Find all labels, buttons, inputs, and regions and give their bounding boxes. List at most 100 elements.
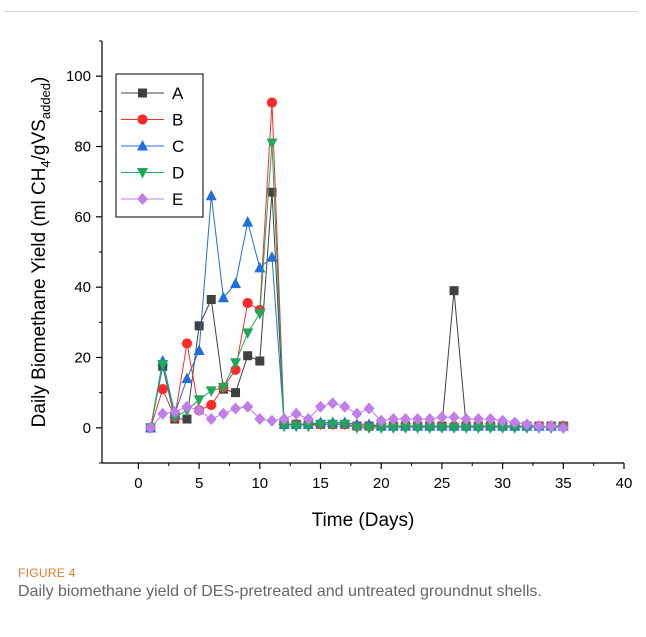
- x-tick-label: 5: [195, 475, 203, 492]
- marker-diamond: [509, 416, 521, 429]
- marker-diamond: [484, 413, 496, 426]
- figure-caption: Daily biomethane yield of DES-pretreated…: [18, 583, 542, 600]
- marker-square: [243, 351, 253, 361]
- legend-item-B: B: [121, 111, 183, 130]
- marker-triangle-down: [302, 421, 314, 433]
- marker-diamond: [545, 420, 557, 433]
- marker-diamond: [217, 407, 229, 420]
- marker-triangle-down: [278, 421, 290, 433]
- y-axis-title-part: ): [29, 77, 50, 83]
- marker-triangle-down: [424, 423, 436, 434]
- figure-label: FIGURE 4: [18, 566, 76, 580]
- marker-square: [206, 294, 216, 304]
- y-tick-label: 40: [74, 279, 91, 296]
- marker-triangle-up: [217, 291, 229, 303]
- marker-diamond: [169, 406, 181, 419]
- marker-triangle-down: [266, 138, 278, 149]
- marker-triangle-down: [460, 423, 472, 434]
- marker-diamond: [363, 402, 375, 415]
- marker-diamond: [436, 411, 448, 424]
- y-tick-label: 0: [83, 420, 91, 437]
- marker-diamond: [315, 400, 327, 413]
- marker-triangle-up: [193, 344, 205, 355]
- marker-diamond: [497, 414, 509, 427]
- marker-diamond: [181, 400, 193, 413]
- marker-diamond: [557, 421, 569, 434]
- y-tick-label: 100: [66, 68, 91, 85]
- marker-diamond: [290, 407, 302, 420]
- y-tick-label: 60: [74, 209, 91, 226]
- series-C: [145, 189, 569, 433]
- legend-item-E: E: [121, 190, 183, 209]
- marker-square: [182, 414, 192, 424]
- legend-label: B: [172, 111, 183, 130]
- marker-diamond: [266, 414, 278, 427]
- marker-triangle-up: [266, 251, 278, 262]
- marker-triangle-down: [205, 386, 217, 397]
- marker-square: [449, 286, 459, 296]
- marker-triangle-up: [205, 189, 217, 201]
- x-tick-label: 10: [251, 475, 268, 492]
- y-axis-title-part: /gVS: [29, 119, 50, 160]
- marker-triangle-down: [497, 423, 509, 434]
- marker-diamond: [254, 413, 266, 426]
- marker-diamond: [157, 407, 169, 420]
- marker-diamond: [205, 413, 217, 426]
- marker-triangle-down: [351, 423, 363, 434]
- marker-diamond: [193, 404, 205, 417]
- series-B: [145, 97, 569, 433]
- marker-triangle-down: [399, 423, 411, 434]
- marker-triangle-down: [448, 423, 460, 434]
- marker-triangle-up: [181, 372, 193, 384]
- marker-diamond: [424, 413, 436, 426]
- marker-triangle-down: [472, 423, 484, 434]
- marker-circle: [206, 399, 217, 411]
- marker-diamond: [521, 418, 533, 431]
- series-E: [145, 397, 569, 434]
- marker-diamond: [230, 402, 242, 415]
- marker-diamond: [278, 413, 290, 426]
- series-D: [145, 138, 569, 434]
- marker-triangle-down: [484, 423, 496, 434]
- marker-diamond: [302, 413, 314, 426]
- marker-diamond: [351, 407, 363, 420]
- y-axis-title: Daily Biomethane Yield (ml CH4/gVSadded): [29, 77, 53, 428]
- marker-circle: [157, 384, 168, 395]
- legend-label: D: [172, 164, 184, 183]
- marker-triangle-down: [137, 168, 148, 179]
- series-line: [150, 142, 564, 429]
- y-axis-title-subscript: added: [38, 83, 53, 119]
- marker-triangle-down: [387, 423, 399, 434]
- figure-frame: [4, 11, 638, 629]
- marker-circle: [266, 97, 278, 108]
- marker-diamond: [533, 420, 545, 433]
- marker-square: [255, 356, 265, 366]
- y-axis-title-part: Daily Biomethane Yield (ml CH: [29, 168, 50, 428]
- marker-circle: [137, 114, 148, 125]
- marker-triangle-down: [290, 421, 302, 433]
- marker-diamond: [460, 413, 472, 426]
- marker-triangle-down: [315, 419, 327, 431]
- marker-triangle-up: [242, 216, 254, 227]
- marker-triangle-up: [137, 140, 148, 151]
- y-tick-label: 20: [74, 350, 91, 367]
- marker-square: [138, 88, 147, 98]
- marker-square: [194, 321, 204, 331]
- x-axis-title: Time (Days): [312, 510, 415, 531]
- marker-diamond: [448, 411, 460, 424]
- x-tick-label: 40: [616, 475, 633, 492]
- series-layer: [145, 97, 569, 434]
- legend-item-A: A: [121, 84, 184, 103]
- marker-triangle-down: [363, 423, 375, 434]
- marker-triangle-down: [412, 423, 424, 434]
- marker-diamond: [137, 193, 148, 205]
- marker-square: [231, 388, 241, 398]
- marker-diamond: [399, 413, 411, 426]
- series-line: [150, 102, 564, 428]
- marker-triangle-down: [230, 358, 242, 369]
- marker-triangle-down: [217, 382, 229, 394]
- marker-circle: [181, 338, 193, 349]
- marker-diamond: [412, 413, 424, 426]
- x-tick-label: 35: [555, 475, 572, 492]
- marker-triangle-down: [169, 412, 181, 424]
